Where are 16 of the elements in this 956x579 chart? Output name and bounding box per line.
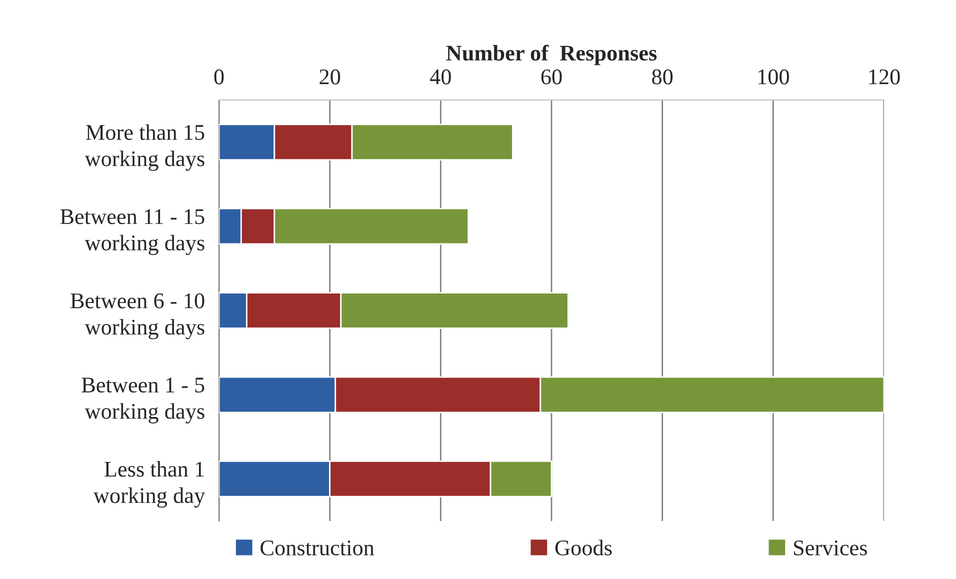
x-tick-label: 120	[869, 69, 900, 84]
y-tick-label: More than 15 working days	[84, 124, 204, 171]
x-tick-label: 0	[214, 69, 224, 84]
y-tick-label: Between 6 - 10 working days	[70, 293, 204, 340]
x-axis-title: Number of Responses	[446, 44, 657, 66]
y-tick-label: Between 11 - 15 working days	[60, 209, 204, 256]
y-tick-label: Less than 1 working day	[93, 461, 206, 508]
x-tick-label: 20	[320, 69, 340, 84]
x-tick-label: 80	[652, 69, 673, 84]
legend-label: Goods	[555, 540, 612, 556]
legend-label: Construction	[260, 540, 374, 556]
y-tick-label: Between 1 - 5 working days	[82, 378, 204, 424]
x-tick-label: 60	[541, 69, 562, 84]
x-tick-label: 40	[430, 69, 451, 84]
x-tick-label: 100	[758, 69, 789, 84]
legend-label: Services	[794, 540, 867, 556]
